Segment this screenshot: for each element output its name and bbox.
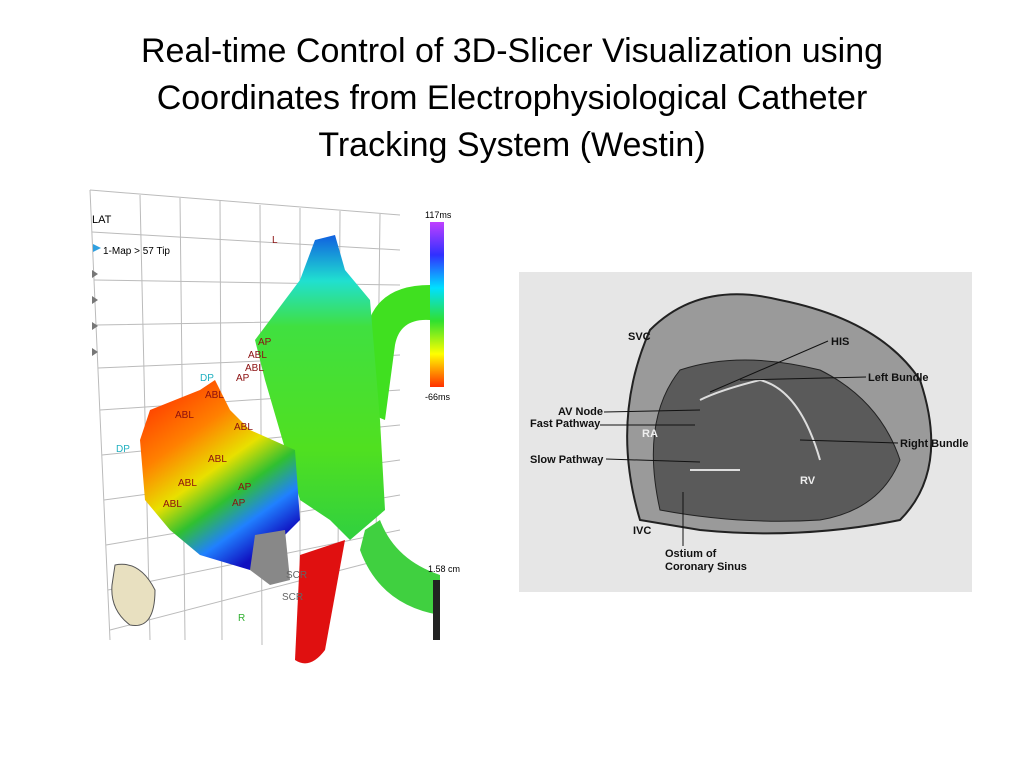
- map-label: AP: [258, 337, 272, 348]
- electroanatomic-map: LAT 1-Map > 57 Tip 117ms -66ms 1.58 cm L…: [89, 189, 460, 664]
- leader-lines: [600, 340, 899, 546]
- map-label: ABL: [175, 410, 194, 421]
- map-mode: LAT: [92, 214, 112, 226]
- ventricle-shape: [140, 380, 300, 570]
- bundle-path: [699, 378, 821, 461]
- map-label: ABL: [178, 478, 197, 489]
- map-label: ABL: [234, 422, 253, 433]
- scale-bar: [433, 580, 440, 640]
- diagram-label: SVC: [628, 331, 651, 343]
- scale-length: 1.58 cm: [428, 564, 460, 574]
- map-label: ABL: [163, 499, 182, 510]
- green-tube: [360, 520, 440, 615]
- diagram-label: Ostium of: [665, 548, 717, 560]
- diagram-label: Left Bundle: [868, 372, 929, 384]
- diagram-label: RV: [800, 475, 816, 487]
- conduction-diagram: SVC HIS Left Bundle AV Node Fast Pathway…: [519, 272, 972, 592]
- map-labels: L AP ABL AP ABL DP ABL ABL ABL ABL AP AP…: [116, 235, 307, 624]
- title-line: Real-time Control of 3D-Slicer Visualiza…: [140, 32, 884, 70]
- diagram-label: HIS: [831, 336, 849, 348]
- diagram-label: RA: [642, 428, 658, 440]
- map-label: ABL: [245, 363, 264, 374]
- slide-title: Real-time Control of 3D-Slicer Visualiza…: [0, 28, 1024, 169]
- diagram-label: IVC: [633, 525, 651, 537]
- color-bar: [430, 222, 444, 387]
- atrium-shape: [255, 235, 385, 540]
- diagram-label: Coronary Sinus: [665, 561, 747, 573]
- map-item: 1-Map > 57 Tip: [103, 246, 170, 257]
- diagram-label: AV Node: [558, 406, 603, 418]
- map-label: ABL: [208, 454, 227, 465]
- diagram-label: Slow Pathway: [530, 454, 604, 466]
- map-label: DP: [200, 373, 214, 384]
- map-label: AP: [238, 482, 252, 493]
- map-label: SCR: [282, 592, 303, 603]
- map-label: ABL: [205, 390, 224, 401]
- map-label: L: [272, 235, 278, 246]
- diagram-label: Right Bundle: [900, 438, 968, 450]
- diagram-label: Fast Pathway: [530, 418, 601, 430]
- orientation-heart: [111, 563, 156, 627]
- arrow-icon: [93, 244, 101, 252]
- map-label: AP: [232, 498, 246, 509]
- gray-region: [250, 530, 290, 585]
- green-tube: [360, 285, 430, 420]
- red-tube: [295, 540, 345, 664]
- heart-chamber: [652, 359, 901, 522]
- map-label: DP: [116, 444, 130, 455]
- title-line: Tracking System (Westin): [318, 126, 706, 164]
- scale-min: -66ms: [425, 392, 451, 402]
- title-line: Coordinates from Electrophysiological Ca…: [156, 79, 868, 117]
- map-label: ABL: [248, 350, 267, 361]
- map-label: R: [238, 613, 245, 624]
- map-label: SCR: [286, 570, 307, 581]
- scale-max: 117ms: [425, 210, 452, 220]
- map-label: AP: [236, 373, 250, 384]
